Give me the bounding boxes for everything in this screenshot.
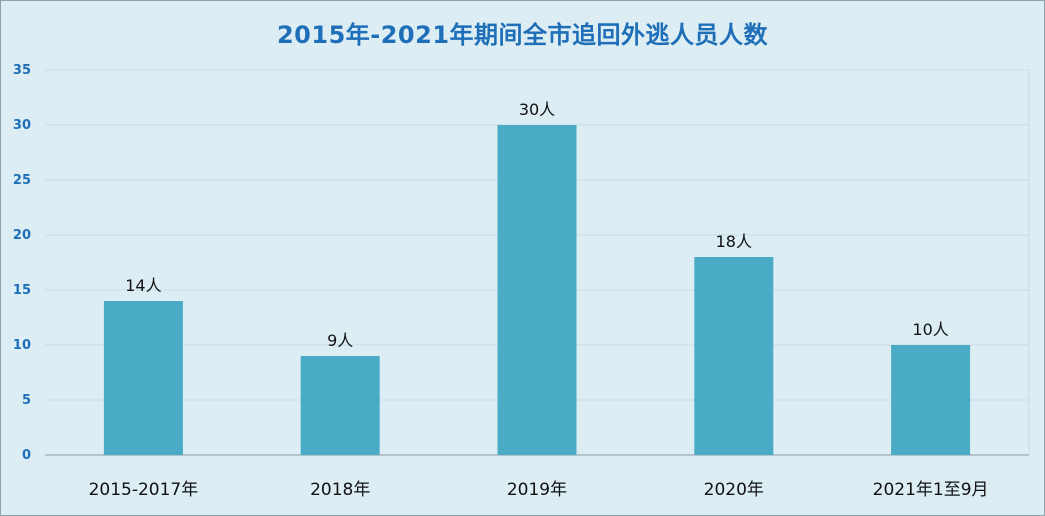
y-tick-label: 15 <box>13 283 31 298</box>
bar <box>891 345 971 455</box>
data-label: 10人 <box>912 320 948 339</box>
data-label: 9人 <box>327 331 353 350</box>
y-tick-label: 10 <box>13 338 31 353</box>
data-label: 18人 <box>716 232 752 251</box>
y-tick-label: 25 <box>13 173 31 188</box>
bar <box>497 125 577 455</box>
y-tick-label: 20 <box>13 228 31 243</box>
x-tick-label: 2019年 <box>507 480 567 500</box>
bars <box>103 125 971 455</box>
x-tick-label: 2021年1至9月 <box>873 480 989 500</box>
x-tick-label: 2015-2017年 <box>89 480 199 500</box>
axes: 0 5 10 15 20 25 30 35 <box>13 63 1029 463</box>
data-label: 14人 <box>125 276 161 295</box>
y-tick-label: 5 <box>22 393 31 408</box>
y-tick-label: 30 <box>13 118 31 133</box>
chart-title: 2015年-2021年期间全市追回外逃人员人数 <box>276 21 769 49</box>
x-tick-label: 2018年 <box>310 480 370 500</box>
y-tick-label: 35 <box>13 63 31 78</box>
bar <box>694 257 774 455</box>
labels: 14人 2015-2017年 9人 2018年 30人 2019年 18人 2020年 10人 2… <box>89 100 989 500</box>
y-tick-label: 0 <box>22 448 31 463</box>
x-tick-label: 2020年 <box>704 480 764 500</box>
bar <box>103 301 183 455</box>
bar <box>300 356 380 455</box>
data-label: 30人 <box>519 100 555 119</box>
